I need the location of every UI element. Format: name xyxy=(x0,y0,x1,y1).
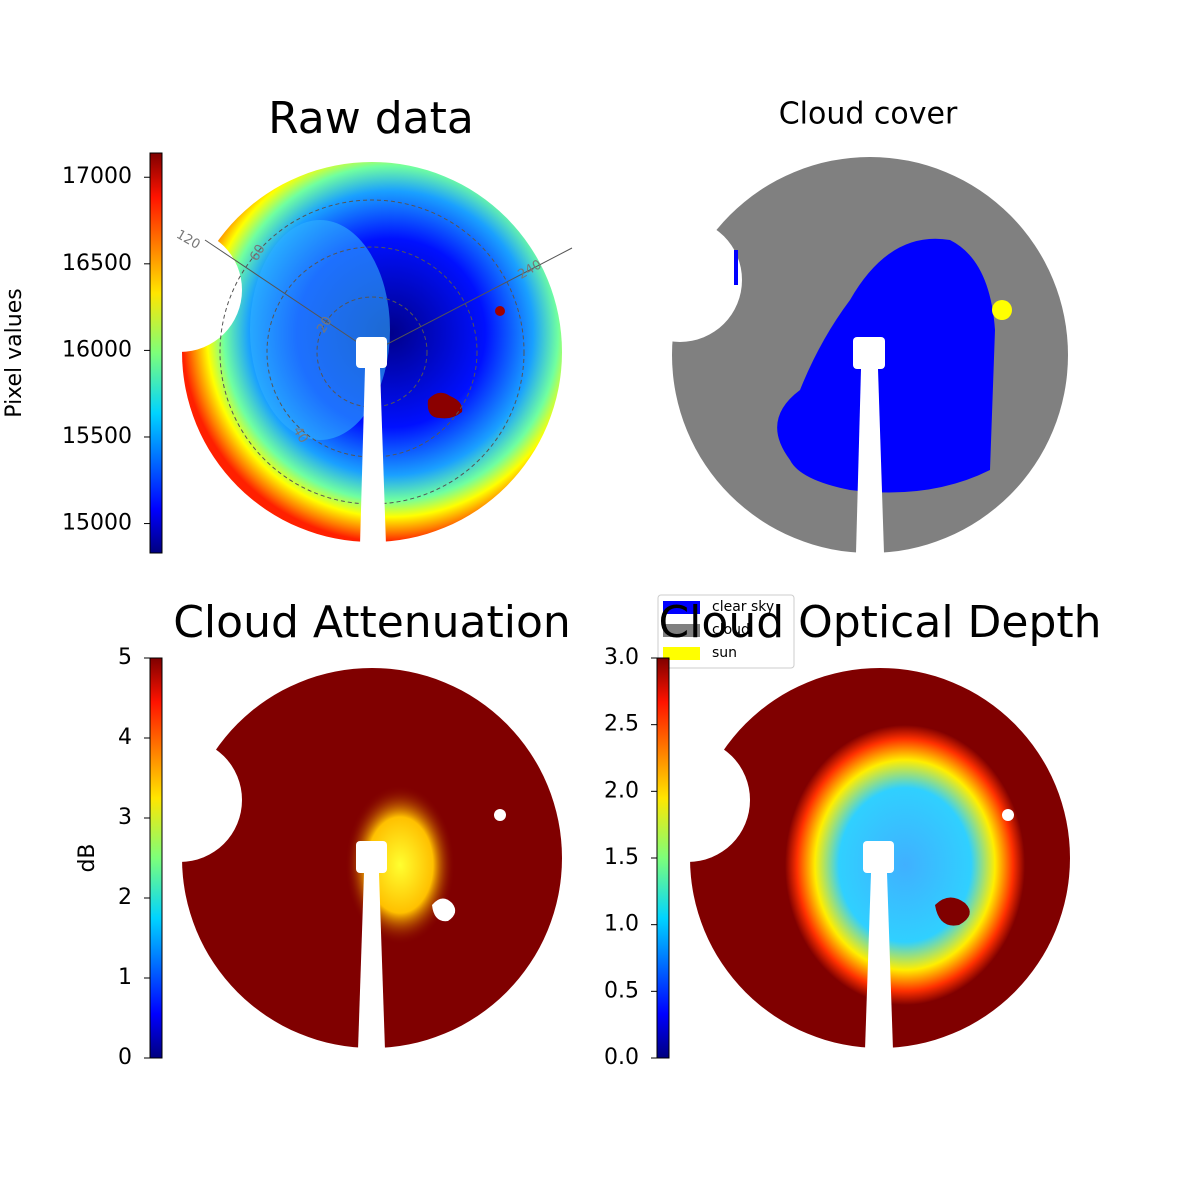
colorbar-tick-label: 16000 xyxy=(62,337,132,362)
legend-swatch xyxy=(663,624,700,637)
colorbar-tick-label: 3.0 xyxy=(604,645,639,670)
panel-title: Cloud Optical Depth xyxy=(658,597,1101,648)
legend-swatch xyxy=(663,601,700,614)
raw-image xyxy=(118,162,573,545)
legend-label: clear sky xyxy=(712,599,774,615)
colorbar-tick-label: 15500 xyxy=(62,424,132,449)
colorbar-tick-label: 1 xyxy=(118,965,132,990)
attenuation-image xyxy=(118,668,562,1050)
colorbar-label: Pixel values xyxy=(2,288,27,417)
colorbar-tick-label: 5 xyxy=(118,645,132,670)
colorbar-tick-label: 1.0 xyxy=(604,912,639,937)
legend-label: sun xyxy=(712,645,737,661)
colorbar-tick-label: 0.5 xyxy=(604,978,639,1003)
colorbar xyxy=(149,657,163,1059)
polar-label: 20 xyxy=(314,314,335,336)
legend-swatch xyxy=(663,647,700,660)
optical-depth-image xyxy=(626,668,1070,1050)
panel-title: Raw data xyxy=(268,93,474,144)
panel-title: Cloud Attenuation xyxy=(173,597,571,648)
colorbar-tick-label: 2 xyxy=(118,885,132,910)
colorbar-tick-label: 17000 xyxy=(62,164,132,189)
colorbar-tick-label: 3 xyxy=(118,805,132,830)
colorbar-tick-label: 15000 xyxy=(62,511,132,536)
cloud-cover-image xyxy=(618,157,1068,553)
colorbar xyxy=(149,152,163,554)
colorbar-tick-label: 4 xyxy=(118,725,132,750)
colorbar-tick-label: 2.5 xyxy=(604,712,639,737)
colorbar-tick-label: 0 xyxy=(118,1045,132,1070)
polar-label: 60 xyxy=(247,242,268,264)
colorbar-label: dB xyxy=(75,843,100,872)
colorbar-tick-label: 0.0 xyxy=(604,1045,639,1070)
colorbar xyxy=(656,657,670,1059)
panel-title: Cloud cover xyxy=(779,97,958,132)
colorbar-tick-label: 1.5 xyxy=(604,845,639,870)
colorbar-tick-label: 2.0 xyxy=(604,778,639,803)
legend-label: cloud xyxy=(712,622,750,638)
polar-label: 40 xyxy=(289,424,310,446)
colorbar-tick-label: 16500 xyxy=(62,251,132,276)
